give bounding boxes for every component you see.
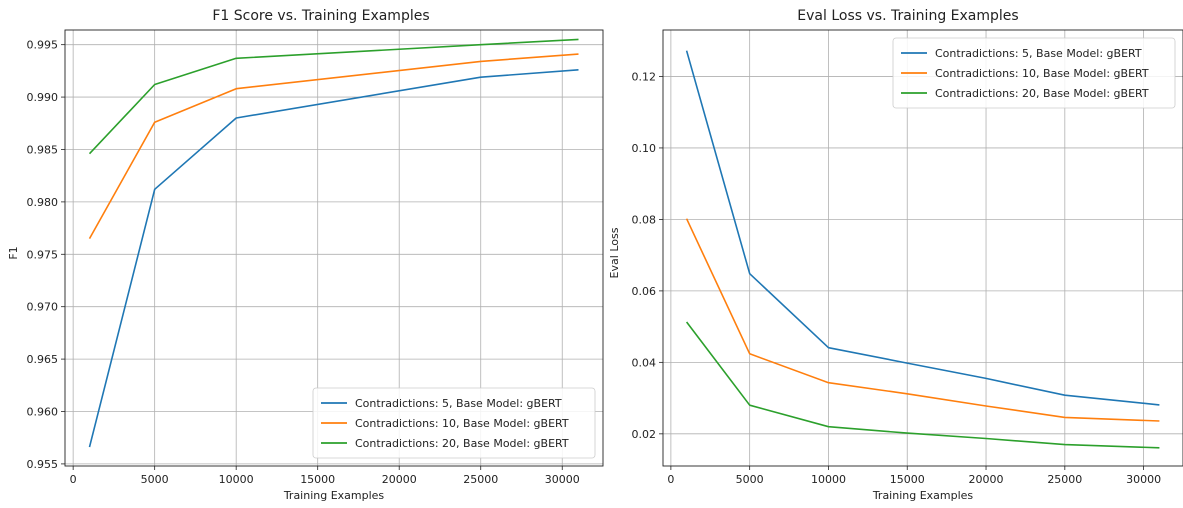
eval-loss-x-tick-label: 0 bbox=[667, 473, 674, 486]
f1-y-tick-label: 0.980 bbox=[27, 196, 59, 209]
eval-loss-y-tick-label: 0.12 bbox=[632, 70, 657, 83]
f1-x-tick-label: 30000 bbox=[545, 473, 580, 486]
f1-y-tick-label: 0.965 bbox=[27, 353, 59, 366]
f1-y-tick-label: 0.990 bbox=[27, 91, 59, 104]
eval-loss-y-tick-label: 0.10 bbox=[632, 142, 657, 155]
f1-y-tick-label: 0.975 bbox=[27, 248, 59, 261]
f1-y-tick-label: 0.995 bbox=[27, 39, 59, 52]
f1-legend-label-1: Contradictions: 5, Base Model: gBERT bbox=[355, 397, 562, 410]
f1-y-tick-label: 0.955 bbox=[27, 458, 59, 471]
eval-loss-x-tick-label: 25000 bbox=[1047, 473, 1082, 486]
f1-y-tick-label: 0.970 bbox=[27, 301, 59, 314]
eval-loss-x-tick-label: 30000 bbox=[1126, 473, 1161, 486]
eval-loss-x-tick-label: 5000 bbox=[736, 473, 764, 486]
eval-loss-x-tick-label: 15000 bbox=[890, 473, 925, 486]
f1-x-tick-label: 0 bbox=[70, 473, 77, 486]
f1-x-axis-label: Training Examples bbox=[283, 489, 385, 502]
f1-legend: Contradictions: 5, Base Model: gBERT Cont… bbox=[313, 388, 595, 458]
eval-loss-y-tick-label: 0.08 bbox=[632, 213, 657, 226]
eval-loss-y-tick-label: 0.06 bbox=[632, 285, 657, 298]
f1-x-tick-label: 5000 bbox=[141, 473, 169, 486]
f1-y-tick-label: 0.960 bbox=[27, 406, 59, 419]
eval-loss-chart: Eval Loss vs. Training Examples 0 5000 100… bbox=[608, 8, 1183, 502]
f1-x-tick-label: 10000 bbox=[219, 473, 254, 486]
eval-loss-legend-label-3: Contradictions: 20, Base Model: gBERT bbox=[935, 87, 1149, 100]
eval-loss-y-tick-label: 0.04 bbox=[632, 356, 657, 369]
f1-chart-title: F1 Score vs. Training Examples bbox=[212, 8, 429, 24]
eval-loss-x-tick-label: 20000 bbox=[969, 473, 1004, 486]
eval-loss-y-tick-label: 0.02 bbox=[632, 428, 657, 441]
eval-loss-x-tick-label: 10000 bbox=[811, 473, 846, 486]
f1-chart: F1 Score vs. Training Examples 0 5000 1000… bbox=[7, 8, 603, 502]
f1-legend-label-3: Contradictions: 20, Base Model: gBERT bbox=[355, 437, 569, 450]
eval-loss-x-axis-label: Training Examples bbox=[872, 489, 974, 502]
eval-loss-legend-label-1: Contradictions: 5, Base Model: gBERT bbox=[935, 47, 1142, 60]
f1-x-tick-label: 20000 bbox=[382, 473, 417, 486]
eval-loss-legend-label-2: Contradictions: 10, Base Model: gBERT bbox=[935, 67, 1149, 80]
f1-x-tick-label: 15000 bbox=[300, 473, 335, 486]
eval-loss-legend: Contradictions: 5, Base Model: gBERT Cont… bbox=[893, 38, 1175, 108]
eval-loss-chart-title: Eval Loss vs. Training Examples bbox=[797, 8, 1018, 24]
f1-y-axis-label: F1 bbox=[7, 246, 20, 259]
f1-x-tick-label: 25000 bbox=[463, 473, 498, 486]
eval-loss-y-axis-label: Eval Loss bbox=[608, 227, 621, 278]
f1-y-tick-label: 0.985 bbox=[27, 143, 59, 156]
f1-legend-label-2: Contradictions: 10, Base Model: gBERT bbox=[355, 417, 569, 430]
